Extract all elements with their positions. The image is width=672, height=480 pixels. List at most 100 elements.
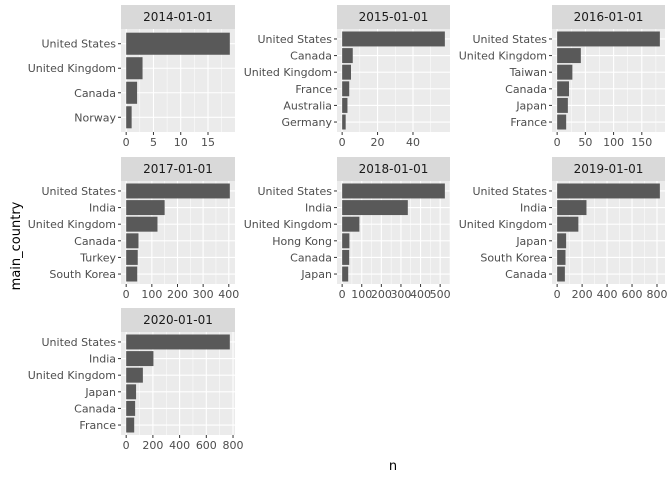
bar: [342, 183, 445, 199]
facet-panel: 2016-01-01 United States United Kingdom Tai…: [459, 5, 665, 149]
category-label: United States: [42, 336, 117, 349]
facet-strip-label: 2016-01-01: [574, 10, 644, 24]
bar: [126, 417, 135, 433]
category-label: France: [510, 116, 547, 129]
facet-panel: 2017-01-01 United States India United Kingd…: [28, 157, 239, 301]
category-label: Canada: [74, 235, 116, 248]
facet-strip: [552, 157, 665, 181]
category-label: Australia: [283, 99, 332, 112]
facet-panel: 2014-01-01 United States United Kingdom Can…: [28, 5, 235, 149]
x-tick-label: 100: [351, 288, 372, 301]
x-tick-label: 300: [193, 288, 214, 301]
category-label: Canada: [505, 268, 547, 281]
x-tick-label: 200: [371, 288, 392, 301]
x-tick-label: 0: [123, 288, 130, 301]
category-label: Hong Kong: [272, 235, 332, 248]
category-label: Japan: [515, 99, 547, 112]
category-label: Japan: [515, 235, 547, 248]
category-label: South Korea: [49, 268, 116, 281]
facet-strip: [337, 157, 450, 181]
bar: [126, 266, 138, 282]
category-label: India: [305, 202, 332, 215]
x-tick-label: 400: [597, 288, 618, 301]
bar: [342, 31, 445, 47]
category-label: Turkey: [79, 251, 116, 264]
category-label: United Kingdom: [459, 218, 547, 231]
category-label: France: [79, 419, 116, 432]
category-label: United States: [473, 33, 548, 46]
facet-strip-label: 2019-01-01: [574, 162, 644, 176]
x-tick-label: 200: [142, 439, 163, 452]
x-tick-label: 0: [339, 136, 346, 149]
x-tick-label: 300: [390, 288, 411, 301]
x-tick-label: 5: [150, 136, 157, 149]
bar: [126, 32, 230, 55]
category-label: Canada: [74, 402, 116, 415]
facet-panel: 2019-01-01 United States India United Kingd…: [459, 157, 667, 301]
facet-strip: [552, 5, 665, 29]
category-label: Japan: [84, 386, 116, 399]
bar: [126, 400, 136, 416]
category-label: United Kingdom: [459, 50, 547, 63]
x-axis-title: n: [389, 459, 397, 474]
category-label: Canada: [505, 83, 547, 96]
facet-panel: 2015-01-01 United States Canada United King…: [244, 5, 450, 149]
facet-panel: 2020-01-01 United States India United Kingd…: [28, 308, 244, 452]
bar: [126, 351, 154, 367]
bar: [126, 249, 138, 265]
bar: [126, 334, 230, 350]
category-label: Canada: [74, 87, 116, 100]
bar: [342, 114, 346, 130]
category-label: India: [520, 202, 547, 215]
category-label: India: [89, 353, 116, 366]
facet-strip: [121, 308, 235, 332]
x-tick-label: 15: [201, 136, 215, 149]
x-tick-label: 200: [167, 288, 188, 301]
bar: [126, 200, 165, 216]
bar: [126, 81, 138, 104]
bar: [557, 97, 568, 113]
facet-strip-label: 2018-01-01: [359, 162, 429, 176]
x-tick-label: 0: [123, 136, 130, 149]
bar: [557, 266, 565, 282]
facet-panel: 2018-01-01 United States India United Kingd…: [244, 157, 451, 301]
bar: [126, 233, 139, 249]
bar: [126, 183, 230, 199]
y-axis-title: main_country: [9, 201, 24, 290]
bar: [557, 183, 660, 199]
bar: [342, 216, 360, 232]
facet-strip: [121, 157, 235, 181]
bar: [557, 81, 569, 97]
category-label: United Kingdom: [244, 218, 332, 231]
bar: [342, 233, 350, 249]
bar: [557, 233, 567, 249]
x-tick-label: 40: [406, 136, 420, 149]
x-tick-label: 0: [123, 439, 130, 452]
bar: [342, 97, 348, 113]
x-tick-label: 600: [622, 288, 643, 301]
bar: [342, 64, 351, 80]
category-label: United Kingdom: [28, 369, 116, 382]
x-tick-label: 400: [218, 288, 239, 301]
category-label: Germany: [281, 116, 332, 129]
category-label: Canada: [290, 50, 332, 63]
category-label: Taiwan: [509, 66, 547, 79]
bar: [126, 106, 132, 129]
x-tick-label: 400: [410, 288, 431, 301]
category-label: South Korea: [480, 251, 547, 264]
category-label: Norway: [74, 111, 116, 124]
x-tick-label: 10: [174, 136, 188, 149]
bar: [342, 48, 353, 64]
category-label: United Kingdom: [244, 66, 332, 79]
x-tick-label: 600: [196, 439, 217, 452]
x-tick-label: 0: [554, 136, 561, 149]
x-tick-label: 100: [141, 288, 162, 301]
bar: [126, 216, 158, 232]
category-label: Japan: [300, 268, 332, 281]
x-tick-label: 0: [554, 288, 561, 301]
bar: [342, 200, 408, 216]
x-tick-label: 0: [339, 288, 346, 301]
category-label: United States: [258, 33, 333, 46]
bar: [126, 384, 137, 400]
